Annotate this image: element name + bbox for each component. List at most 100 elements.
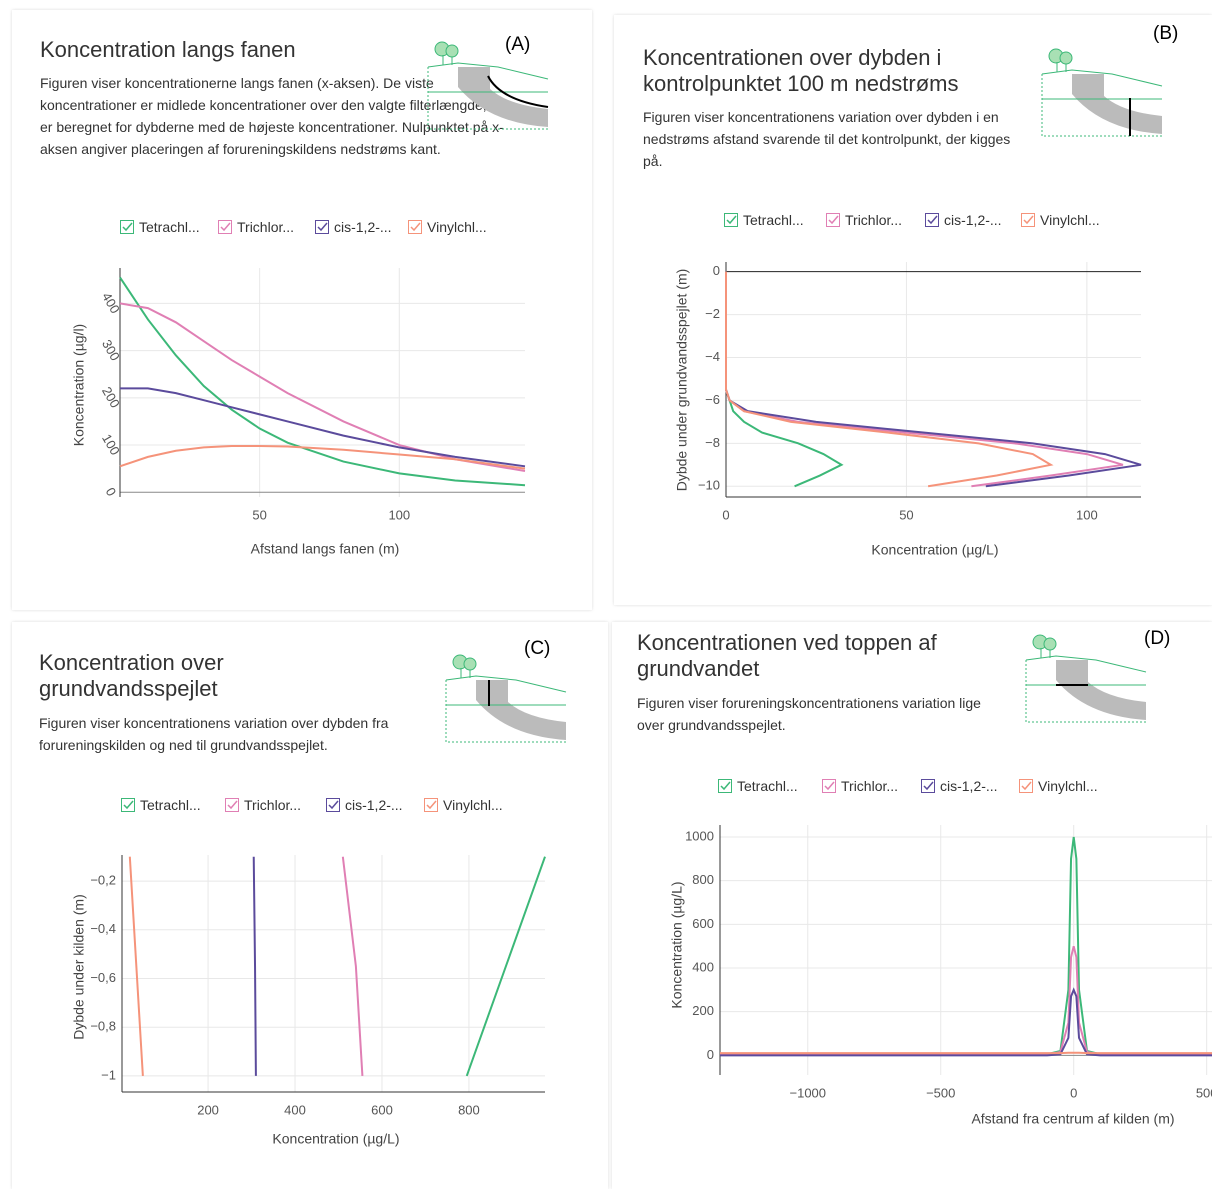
x-tick-label: −500 (926, 1085, 955, 1100)
series-line (120, 387, 526, 468)
y-tick-label: 0 (103, 485, 120, 499)
x-tick-label: 600 (371, 1102, 393, 1117)
legend-checkbox[interactable] (1019, 779, 1033, 793)
legend-checkbox[interactable] (218, 220, 232, 234)
illustration (1025, 634, 1147, 723)
series-line (252, 856, 257, 1076)
y-tick-label: −10 (698, 478, 720, 493)
legend-checkbox[interactable] (1021, 213, 1035, 227)
legend-item[interactable]: cis-1,2-... (921, 778, 998, 794)
legend-checkbox[interactable] (315, 220, 329, 234)
illustration (427, 41, 549, 130)
legend-item[interactable]: Trichlor... (218, 219, 294, 235)
legend-checkbox[interactable] (925, 213, 939, 227)
description: Figuren viser koncentrationerne langs fa… (40, 75, 507, 157)
legend-label: Tetrachl... (743, 212, 804, 228)
x-tick-label: 50 (899, 507, 913, 522)
legend-checkbox[interactable] (225, 798, 239, 812)
x-tick-label: 0 (1070, 1085, 1077, 1100)
y-tick-label: −8 (705, 435, 720, 450)
y-tick-label: −4 (705, 349, 720, 364)
x-tick-label: 800 (458, 1102, 480, 1117)
legend-checkbox[interactable] (724, 213, 738, 227)
legend-item[interactable]: Vinylchl... (1019, 778, 1098, 794)
x-tick-label: 100 (388, 507, 410, 522)
series-line (465, 856, 546, 1077)
legend-item[interactable]: Trichlor... (826, 212, 902, 228)
legend-label: Vinylchl... (427, 219, 487, 235)
y-tick-label: −2 (705, 306, 720, 321)
legend-item[interactable]: cis-1,2-... (326, 797, 403, 813)
series-line (341, 856, 364, 1076)
legend-item[interactable]: Vinylchl... (424, 797, 503, 813)
series-line (725, 271, 1124, 488)
y-tick-label: −0,2 (90, 873, 116, 888)
legend-item[interactable]: cis-1,2-... (925, 212, 1002, 228)
legend-checkbox[interactable] (826, 213, 840, 227)
legend-checkbox[interactable] (121, 798, 135, 812)
description: Figuren viser koncentrationens variation… (39, 715, 389, 753)
legend-item[interactable]: Tetrachl... (120, 219, 200, 235)
panel-label: (C) (524, 638, 551, 659)
legend-label: Vinylchl... (1040, 212, 1100, 228)
y-tick-label: 100 (99, 431, 123, 457)
legend-label: Vinylchl... (443, 797, 503, 813)
legend-label: cis-1,2-... (944, 212, 1002, 228)
legend-label: Tetrachl... (139, 219, 200, 235)
y-tick-label: −6 (705, 392, 720, 407)
legend-label: Tetrachl... (140, 797, 201, 813)
x-tick-label: 0 (722, 507, 729, 522)
legend-item[interactable]: Vinylchl... (1021, 212, 1100, 228)
legend-checkbox[interactable] (326, 798, 340, 812)
series-line (725, 271, 1142, 488)
legend-label: cis-1,2-... (334, 219, 392, 235)
legend-label: cis-1,2-... (940, 778, 998, 794)
legend-checkbox[interactable] (921, 779, 935, 793)
x-axis-label: Koncentration (µg/L) (272, 1131, 399, 1147)
series-line (720, 987, 1212, 1057)
legend-label: Trichlor... (244, 797, 302, 813)
y-tick-label: 200 (99, 384, 123, 410)
legend-item[interactable]: Vinylchl... (408, 219, 487, 235)
series-line (128, 856, 144, 1076)
y-axis-label: Dybde under grundvandsspejlet (m) (674, 269, 690, 492)
y-tick-label: 0 (713, 263, 720, 278)
legend-item[interactable]: Tetrachl... (724, 212, 804, 228)
legend-checkbox[interactable] (408, 220, 422, 234)
legend-checkbox[interactable] (822, 779, 836, 793)
y-tick-label: 400 (692, 959, 714, 974)
legend-label: Trichlor... (237, 219, 295, 235)
x-axis-label: Afstand langs fanen (m) (251, 541, 400, 557)
description: Figuren viser forureningskoncentrationen… (637, 695, 981, 733)
y-tick-label: −0,6 (90, 970, 116, 985)
panel (612, 622, 1212, 1189)
series-line (119, 302, 526, 473)
description: Figuren viser koncentrationens variation… (643, 109, 1011, 169)
legend-item[interactable]: Trichlor... (822, 778, 898, 794)
series-line (725, 271, 1054, 488)
y-tick-label: 1000 (685, 828, 714, 843)
legend-label: cis-1,2-... (345, 797, 403, 813)
legend-checkbox[interactable] (424, 798, 438, 812)
series-line (720, 836, 1212, 1056)
legend-item[interactable]: Tetrachl... (718, 778, 798, 794)
chart-title: Koncentrationen over dybden i kontrolpun… (643, 45, 959, 96)
series-line (725, 271, 844, 488)
legend-item[interactable]: Trichlor... (225, 797, 301, 813)
legend-item[interactable]: Tetrachl... (121, 797, 201, 813)
y-tick-label: −0,4 (90, 921, 116, 936)
y-tick-label: 200 (692, 1003, 714, 1018)
legend-item[interactable]: cis-1,2-... (315, 219, 392, 235)
panel-label: (A) (505, 34, 531, 55)
x-tick-label: 500 (1196, 1085, 1212, 1100)
illustration (445, 654, 567, 743)
legend-checkbox[interactable] (718, 779, 732, 793)
series-line (720, 945, 1212, 1056)
panel-label: (B) (1153, 23, 1179, 44)
y-axis-label: Dybde under kilden (m) (71, 894, 87, 1040)
panel-label: (D) (1144, 628, 1171, 649)
legend-label: Tetrachl... (737, 778, 798, 794)
legend-checkbox[interactable] (120, 220, 134, 234)
